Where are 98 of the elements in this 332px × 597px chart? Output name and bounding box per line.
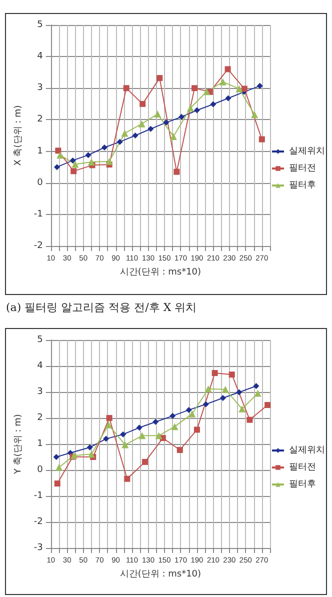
point (219, 78, 226, 86)
text: (a) 필터링 알고리즘 적용 전/후 X 위치 (6, 300, 197, 315)
legend-label: 실제위치 (289, 446, 325, 456)
point (171, 423, 178, 430)
x-axis-title: 시간(단위 : ms*10) (120, 570, 202, 580)
point (116, 138, 123, 145)
point (258, 136, 265, 142)
y-tick-label: -2 (34, 241, 43, 251)
y-tick-label: 5 (37, 20, 43, 30)
point (86, 444, 93, 450)
point (136, 424, 142, 431)
point (123, 85, 130, 92)
point (121, 130, 128, 137)
point (138, 120, 146, 128)
y-tick-label: -1 (34, 491, 43, 501)
y-tick-label: 0 (37, 465, 44, 475)
point (140, 100, 146, 107)
point (174, 168, 180, 175)
point (251, 111, 258, 118)
point (202, 401, 209, 408)
point (228, 372, 235, 378)
point (152, 418, 159, 425)
x-axis-title: 시간(단위 : ms*10) (120, 268, 202, 278)
point (120, 431, 126, 438)
point (256, 82, 263, 89)
point (138, 432, 146, 440)
point (154, 110, 162, 118)
y-tick-label: 2 (37, 114, 43, 125)
y-tick-label: 5 (37, 335, 43, 345)
point (253, 383, 260, 390)
point (106, 415, 112, 421)
point (246, 416, 253, 423)
point (241, 86, 248, 92)
point (104, 421, 112, 428)
point (194, 426, 200, 433)
y-tick-label: 0 (37, 178, 44, 188)
point (212, 370, 218, 376)
point (155, 432, 162, 440)
point (204, 385, 212, 392)
y-axis-title: X 축(단위 : m) (14, 105, 24, 166)
point (170, 132, 177, 140)
y-tick-label: 3 (37, 387, 43, 397)
point (194, 107, 200, 114)
point (238, 405, 246, 412)
point (264, 402, 271, 408)
point (106, 158, 113, 165)
point (156, 75, 163, 82)
point (222, 386, 229, 393)
point (122, 441, 129, 448)
point (148, 126, 154, 132)
y-tick-label: 2 (37, 413, 43, 423)
point (132, 132, 138, 138)
point (210, 101, 216, 108)
point (142, 458, 148, 465)
y-tick-label: 4 (37, 52, 44, 62)
y-tick-label: -2 (34, 517, 43, 527)
point (56, 152, 64, 159)
point (53, 454, 60, 460)
point (54, 480, 60, 487)
point (70, 168, 77, 174)
point (170, 412, 176, 419)
point (220, 394, 226, 401)
y-axis-title: Y 축(단위 : m) (14, 414, 24, 475)
point (176, 446, 183, 453)
point (203, 88, 210, 96)
point (163, 120, 170, 126)
point (192, 85, 198, 92)
y-tick-label: 1 (37, 146, 43, 156)
legend-label: 필터후 (289, 480, 316, 490)
y-tick-label: -1 (34, 209, 43, 220)
point (85, 152, 92, 158)
point (72, 160, 79, 168)
y-tick-label: -3 (34, 543, 43, 553)
point (236, 389, 242, 396)
legend-label: 필터전 (289, 462, 316, 472)
point (188, 410, 196, 418)
point (124, 476, 130, 482)
point (101, 144, 108, 150)
point (54, 164, 60, 170)
legend-label: 필터후 (289, 180, 316, 190)
point (103, 436, 110, 442)
point (254, 390, 262, 397)
point (178, 114, 185, 120)
point (224, 66, 231, 72)
y-tick-label: 4 (37, 361, 44, 371)
legend-label: 필터전 (289, 164, 316, 174)
point (186, 104, 194, 112)
point (186, 406, 192, 413)
legend-label: 실제위치 (289, 146, 325, 156)
point (88, 450, 95, 458)
point (55, 148, 62, 154)
point (88, 158, 95, 166)
y-tick-label: 1 (37, 439, 43, 449)
point (225, 95, 232, 102)
point (55, 464, 62, 471)
y-tick-label: 3 (37, 83, 43, 94)
point (236, 85, 243, 92)
point (70, 157, 76, 164)
